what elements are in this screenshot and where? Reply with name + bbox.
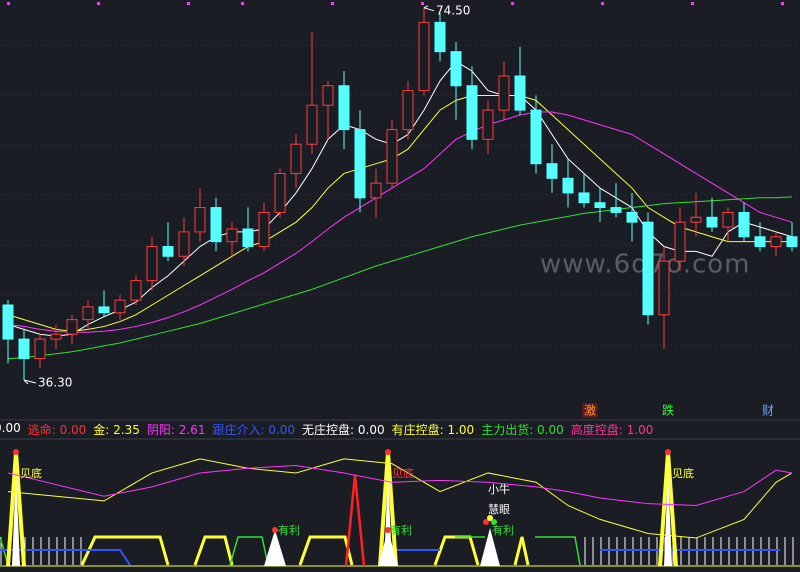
signal-spikes xyxy=(6,449,678,567)
candle-body xyxy=(418,21,430,92)
legend-item: 高度控盘: 1.00 xyxy=(570,423,654,437)
moving-average-line xyxy=(7,196,793,360)
candle-body xyxy=(626,211,638,223)
candle-body xyxy=(578,192,590,204)
top-dots xyxy=(7,2,784,5)
candle-body xyxy=(130,280,142,301)
candle-body xyxy=(498,75,510,111)
candle-body xyxy=(402,90,414,131)
candle-body xyxy=(466,85,478,140)
signal-label: 见底 xyxy=(392,466,414,480)
high-price-label: 74.50 xyxy=(436,3,470,17)
candle-body xyxy=(658,260,670,316)
candle-body xyxy=(162,246,174,257)
candle-body xyxy=(370,182,382,199)
legend-item: 有庄控盘: 1.00 xyxy=(391,423,475,437)
high-arrow xyxy=(423,5,435,12)
candle-body xyxy=(354,129,366,199)
moving-average-line xyxy=(7,111,793,333)
candle-body xyxy=(306,104,318,145)
indicator-legend: 0.00 逃命: 0.00 金: 2.35 阴阳: 2.61 跟庄介入: 0.00 无庄控… xyxy=(0,421,653,437)
moving-average-line xyxy=(7,94,792,332)
candle-body xyxy=(690,216,702,223)
candle-body xyxy=(674,221,686,262)
candle-body xyxy=(34,338,46,360)
signal-band xyxy=(0,535,800,567)
candle-body xyxy=(146,246,158,282)
signal-label: 见底 xyxy=(20,466,42,480)
candle-body xyxy=(514,75,526,111)
candle-body xyxy=(722,211,734,228)
candle-body xyxy=(754,236,766,248)
signal-label: 慧眼 xyxy=(488,502,510,516)
candle-body xyxy=(2,304,14,340)
candle-body xyxy=(642,221,654,316)
candle-body xyxy=(386,129,398,184)
candle-body xyxy=(770,236,782,248)
candle-body xyxy=(50,333,62,340)
candle-body xyxy=(706,216,718,228)
indicator-line xyxy=(7,464,793,507)
signal-marker: 激 xyxy=(584,404,596,418)
signal-label: 有利 xyxy=(278,523,300,537)
signal-marker: 跌 xyxy=(662,403,674,418)
candle-body xyxy=(258,211,270,248)
legend-item: 阴阳: 2.61 xyxy=(146,423,206,437)
candle-body xyxy=(546,163,558,179)
candle-body xyxy=(434,21,446,53)
signal-label: 有利 xyxy=(390,523,412,537)
candle-body xyxy=(98,306,110,314)
candle-body xyxy=(66,319,78,335)
legend-item: 逃命: 0.00 xyxy=(27,423,87,437)
candle-body xyxy=(610,207,622,213)
candle-body xyxy=(274,172,286,213)
candle-body xyxy=(530,109,542,165)
signal-label: 见底 xyxy=(672,466,694,480)
candle-body xyxy=(82,306,94,321)
legend-item: 0.00 xyxy=(0,421,21,435)
indicator-line xyxy=(7,458,793,539)
low-price-label: 36.30 xyxy=(38,376,72,390)
candle-body xyxy=(194,207,206,233)
candle-body xyxy=(290,143,302,174)
candle-body xyxy=(114,299,126,314)
signal-marker: 财 xyxy=(762,404,774,418)
signal-label: 小牛 xyxy=(488,482,510,496)
candle-body xyxy=(18,338,30,360)
signal-label: 有利 xyxy=(492,523,514,537)
candle-body xyxy=(210,207,222,243)
candle-body xyxy=(786,236,798,248)
candle-body xyxy=(594,202,606,209)
candle-body xyxy=(450,51,462,87)
candle-body xyxy=(178,231,190,257)
low-arrow xyxy=(23,379,37,385)
candle-body xyxy=(562,177,574,194)
legend-item: 金: 2.35 xyxy=(93,423,140,437)
candle-body xyxy=(242,228,254,248)
legend-item: 无庄控盘: 0.00 xyxy=(302,423,385,437)
candle-body xyxy=(338,85,350,131)
legend-item: 主力出货: 0.00 xyxy=(481,423,564,437)
candle-body xyxy=(482,109,494,140)
legend-item: 跟庄介入: 0.00 xyxy=(212,423,296,437)
candle-body xyxy=(322,85,334,106)
candle-body xyxy=(738,211,750,238)
marker-bg xyxy=(582,403,598,418)
candle-body xyxy=(226,228,238,243)
